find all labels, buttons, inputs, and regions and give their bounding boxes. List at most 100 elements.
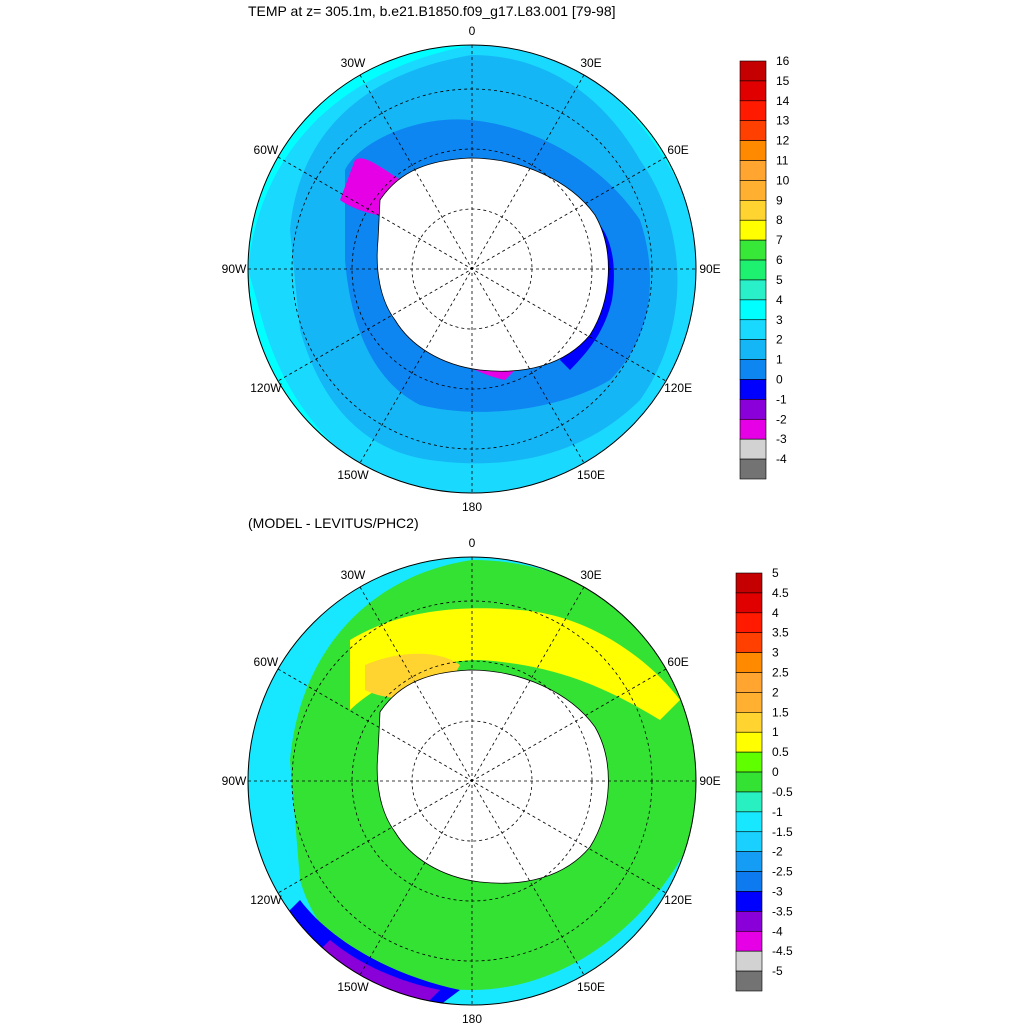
colorbar-swatch (739, 418, 767, 440)
colorbar-label: -1 (776, 392, 787, 406)
colorbar-label: -4 (776, 452, 787, 466)
lon-label: 60W (254, 143, 279, 157)
colorbar-swatch (739, 80, 767, 102)
top-map: 0 30E 60E 90E 120E 150E 180 150W 120W 90W 60W 30W (222, 24, 721, 514)
colorbar-label: 5 (776, 273, 783, 287)
lon-label: 90W (222, 774, 247, 788)
colorbar-label: -5 (772, 964, 783, 978)
colorbar-swatch (735, 831, 763, 852)
lon-label: 120W (250, 381, 282, 395)
colorbar-swatch (735, 930, 763, 952)
colorbar-swatch (739, 319, 767, 340)
lon-label: 90E (699, 774, 720, 788)
colorbar-label: 4.5 (772, 586, 789, 600)
colorbar-label: 10 (776, 173, 790, 187)
colorbar-swatch (735, 672, 763, 693)
lon-label: 30E (580, 568, 601, 582)
colorbar-swatch (735, 871, 763, 892)
colorbar-label: -4.5 (772, 944, 793, 958)
colorbar-swatch (739, 120, 767, 141)
colorbar-label: 9 (776, 193, 783, 207)
colorbar-label: 1 (772, 725, 779, 739)
colorbar-label: -3 (776, 432, 787, 446)
colorbar-label: 3 (776, 313, 783, 327)
lon-label: 180 (462, 1012, 482, 1024)
colorbar-label: -0.5 (772, 785, 793, 799)
colorbar-label: 0 (776, 372, 783, 386)
colorbar-swatch (735, 891, 763, 912)
colorbar-swatch (735, 652, 763, 673)
colorbar-swatch (735, 572, 763, 594)
bottom-panel-title: (MODEL - LEVITUS/PHC2) (248, 515, 419, 531)
colorbar-label: 15 (776, 74, 790, 88)
colorbar-swatch (739, 219, 767, 241)
bottom-map-coldest-patch (320, 940, 440, 1005)
colorbar-swatch (735, 771, 763, 793)
top-map-graticule (248, 45, 696, 493)
bottom-map-yellow-band (350, 608, 680, 720)
colorbar-swatch (739, 239, 767, 261)
colorbar-label: -2 (772, 845, 783, 859)
colorbar-swatch (739, 458, 767, 480)
colorbar-label: 8 (776, 213, 783, 227)
colorbar-swatch (735, 692, 763, 713)
colorbar-swatch (739, 60, 767, 82)
colorbar-swatch (735, 811, 763, 833)
bottom-map: 0 30E 60E 90E 120E 150E 180 150W 120W 90W 60W 30W (222, 536, 721, 1024)
colorbar-swatch (735, 632, 763, 653)
top-map-lon-labels: 0 30E 60E 90E 120E 150E 180 150W 120W 90W 60W 30W (222, 24, 721, 514)
lon-label: 150W (337, 468, 369, 482)
colorbar-swatch (739, 200, 767, 221)
lon-label: 90E (699, 262, 720, 276)
colorbar-swatch (739, 379, 767, 400)
colorbar-swatch (739, 100, 767, 122)
colorbar-label: 3.5 (772, 626, 789, 640)
colorbar-label: -2.5 (772, 865, 793, 879)
colorbar-label: -1 (772, 805, 783, 819)
colorbar-swatch (735, 911, 763, 932)
lon-label: 90W (222, 262, 247, 276)
colorbar-label: 14 (776, 94, 790, 108)
lon-label: 30W (341, 56, 366, 70)
colorbar-swatch (739, 399, 767, 420)
top-map-antarctica (376, 157, 609, 372)
colorbar-label: -3.5 (772, 904, 793, 918)
colorbar-label: 13 (776, 114, 790, 128)
lon-label: 0 (469, 24, 476, 38)
colorbar-swatch (739, 140, 767, 161)
bottom-colorbar: 5 4.5 4 3.5 3 2.5 2 1.5 1 0.5 0 -0.5 -1 -1.5 -2 -2.5 -3 -… (735, 566, 793, 992)
colorbar-label: 1 (776, 353, 783, 367)
colorbar-label: 4 (772, 606, 779, 620)
top-panel-title: TEMP at z= 305.1m, b.e21.B1850.f09_g17.L… (248, 3, 616, 19)
lon-label: 120E (664, 893, 692, 907)
colorbar-label: 5 (772, 566, 779, 580)
lon-label: 120W (250, 893, 282, 907)
colorbar-label: -4 (772, 924, 783, 938)
colorbar-label: 0 (772, 765, 779, 779)
bottom-map-graticule (248, 557, 696, 1005)
colorbar-label: 7 (776, 233, 783, 247)
lon-label: 150E (577, 980, 605, 994)
colorbar-label: -2 (776, 412, 787, 426)
colorbar-label: 2.5 (772, 666, 789, 680)
colorbar-swatch (739, 438, 767, 460)
colorbar-swatch (735, 970, 763, 992)
colorbar-swatch (739, 160, 767, 181)
bottom-map-antarctica (376, 669, 609, 884)
colorbar-swatch (739, 299, 767, 321)
bottom-map-border (247, 556, 697, 1006)
colorbar-label: 11 (776, 154, 789, 168)
lon-label: 60E (667, 655, 688, 669)
colorbar-swatch (735, 791, 763, 813)
colorbar-label: 16 (776, 54, 790, 68)
colorbar-label: 2 (776, 333, 783, 347)
colorbar-swatch (735, 851, 763, 872)
colorbar-swatch (735, 731, 763, 753)
colorbar-swatch (739, 359, 767, 380)
colorbar-swatch (739, 180, 767, 201)
bottom-map-lon-labels: 0 30E 60E 90E 120E 150E 180 150W 120W 90W 60W 30W (222, 536, 721, 1024)
bottom-map-cold-band (285, 900, 460, 1005)
colorbar-label: 12 (776, 134, 790, 148)
